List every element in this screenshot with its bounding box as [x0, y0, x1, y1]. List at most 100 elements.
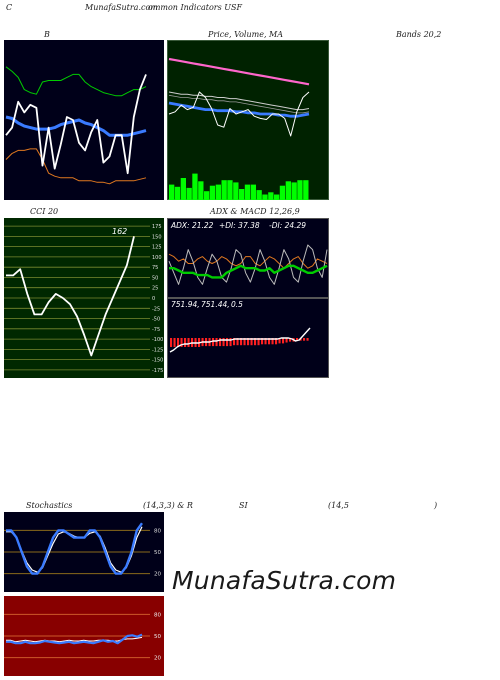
adx-readout-pdi: +DI: 37.38 — [219, 221, 260, 230]
header-c: C — [6, 3, 13, 12]
volume-bar — [274, 194, 280, 200]
stoch-k-line — [6, 522, 143, 575]
macd-hist-bar — [296, 338, 299, 341]
macd-hist-bar — [240, 338, 243, 346]
macd-hist-bar — [306, 338, 309, 341]
volume-bar — [209, 185, 216, 200]
rsi-line — [6, 633, 143, 645]
macd-hist-bar — [275, 338, 278, 345]
adx-readout-adx: ADX: 21.22 — [170, 221, 214, 230]
cci-tick-label: 50 — [152, 276, 158, 282]
cci-tick-label: -25 — [152, 306, 160, 312]
cci-tick-label: 25 — [152, 286, 158, 292]
adx-pdi-line — [168, 244, 328, 285]
cci-tick-label: 175 — [152, 224, 162, 230]
volume-bar — [262, 194, 268, 200]
volume-bar — [244, 184, 251, 200]
macd-hist-bar — [289, 338, 292, 342]
bollinger-lower-band — [5, 148, 147, 185]
macd-hist-bar — [173, 338, 176, 347]
cci-tick-label: -150 — [152, 358, 163, 364]
stoch-tick-label: 80 — [154, 528, 161, 534]
bollinger-upper-band — [5, 66, 147, 97]
adx-chart: ADX: 21.22 +DI: 37.38 -DI: 24.29 — [167, 218, 329, 298]
macd-hist-bar — [187, 338, 190, 347]
macd-hist-bar — [247, 338, 250, 346]
adx-bg — [167, 218, 329, 298]
macd-hist-bar — [264, 338, 267, 345]
adx-mdi-line — [168, 253, 328, 269]
price-ma-blue — [168, 101, 310, 118]
volume-bar — [239, 189, 245, 200]
label-rsi: SI — [239, 501, 248, 510]
volume-bar — [297, 180, 303, 200]
macd-hist-bar — [303, 338, 306, 341]
volume-bar — [291, 182, 297, 200]
bollinger-chart — [4, 40, 164, 200]
macd-hist-bar — [184, 338, 187, 347]
volume-bar — [268, 192, 274, 200]
adx-line — [169, 264, 328, 279]
macd-hist-bar — [215, 338, 218, 347]
bollinger-close-line — [5, 74, 147, 175]
volume-bar — [198, 181, 204, 200]
cci-chart: 175 150 125 100 75 50 25 0 -25 -50 -75 -100 -125 -150… — [4, 218, 164, 378]
macd-hist-bar — [257, 338, 260, 346]
macd-hist-bar — [271, 338, 274, 345]
bollinger-bg — [4, 40, 164, 200]
volume-bar — [303, 180, 309, 200]
volume-bar — [256, 190, 262, 200]
cci-tick-label: -175 — [152, 368, 163, 374]
volume-bar — [279, 185, 286, 200]
cci-line — [6, 236, 135, 357]
macd-hist-bar — [236, 338, 239, 346]
cci-tick-label: 150 — [152, 234, 162, 240]
volume-bar — [169, 184, 175, 200]
rsi-chart: 80 50 20 — [4, 596, 164, 676]
bollinger-middle-band — [5, 115, 147, 137]
rsi-tick-label: 80 — [154, 612, 161, 618]
label-cci: CCI 20 — [30, 207, 59, 216]
macd-readout-macd: 751.94, — [171, 300, 200, 309]
macd-frame — [167, 298, 329, 378]
macd-hist-bar — [233, 338, 236, 346]
macd-hist-bar — [268, 338, 271, 345]
price-ma-long — [168, 57, 310, 86]
macd-readout-hist: 0.5 — [231, 300, 243, 309]
macd-hist-bar — [285, 338, 288, 343]
adx-readout-mdi: -DI: 24.29 — [269, 221, 306, 230]
macd-hist-bar — [278, 338, 281, 344]
stoch-tick-label: 20 — [154, 572, 161, 578]
header-title: ommon Indicators USF — [148, 3, 243, 12]
volume-bar — [192, 173, 198, 200]
macd-hist-bar — [254, 338, 257, 346]
cci-tick-label: -125 — [152, 347, 163, 353]
stochastics-chart: 80 50 20 — [4, 512, 164, 592]
macd-hist-bar — [229, 338, 232, 347]
label-bands: Bands 20,2 — [396, 30, 442, 39]
macd-readout-signal: 751.44, — [201, 300, 230, 309]
volume-bar — [233, 182, 239, 200]
macd-line — [169, 327, 311, 353]
macd-hist-bar — [226, 338, 229, 347]
volume-bar — [227, 180, 233, 200]
stoch-tick-label: 50 — [154, 550, 161, 556]
volume-bar — [186, 187, 192, 200]
macd-hist-bar — [282, 338, 285, 344]
rsi-signal-line — [6, 636, 143, 643]
label-adx-macd: ADX & MACD 12,26,9 — [210, 207, 300, 216]
volume-bar — [285, 181, 291, 200]
volume-bar — [215, 184, 221, 200]
cci-last-value: 162 — [112, 227, 127, 236]
macd-hist-bar — [243, 338, 246, 346]
adx-frame — [167, 218, 329, 298]
price-volume-ma-chart — [167, 40, 329, 200]
price-ma-white — [168, 91, 310, 111]
cci-tick-label: -100 — [152, 337, 163, 343]
header-site: MunafaSutra.com — [85, 3, 158, 12]
macd-hist-bar — [250, 338, 253, 346]
price-close-line — [168, 91, 310, 137]
volume-bar — [180, 178, 186, 200]
macd-hist-bar — [212, 338, 215, 347]
cci-tick-label: 0 — [152, 296, 155, 302]
